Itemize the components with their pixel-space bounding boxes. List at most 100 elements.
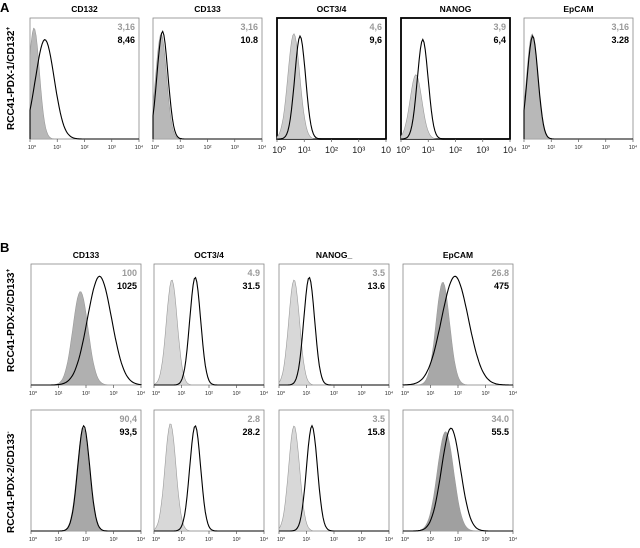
- x-tick-label: 10⁴: [503, 145, 517, 155]
- histogram-plot: EpCAM 3,16 3.28 10⁰ 10¹ 10² 10³ 10⁴: [522, 4, 638, 151]
- x-tick-label: 10⁰: [151, 144, 160, 151]
- x-tick-label: 10⁰: [28, 144, 37, 151]
- x-tick-label: 10⁴: [137, 536, 146, 543]
- control-mfi-label: 100: [122, 268, 137, 278]
- x-tick-label: 10²: [82, 391, 90, 397]
- x-tick-label: 10²: [454, 391, 462, 397]
- control-mfi-label: 4.9: [247, 268, 260, 278]
- x-tick-label: 10⁰: [152, 390, 161, 397]
- row-label-sup: -: [5, 431, 12, 433]
- x-tick-label: 10⁴: [629, 144, 638, 151]
- stain-histogram: [154, 424, 264, 532]
- stain-histogram: [31, 424, 141, 532]
- row-label-pdx1-cd132: RCC41-PDX-1/CD132+: [5, 27, 17, 130]
- x-tick-label: 10¹: [427, 391, 435, 397]
- x-tick-label: 10²: [82, 537, 90, 543]
- histogram-plot: OCT3/4 4.9 31.5 10⁰ 10¹ 10² 10³ 10⁴: [152, 250, 269, 397]
- x-tick-label: 10²: [205, 537, 213, 543]
- panel-letter-b: B: [0, 240, 9, 255]
- x-tick-label: 10¹: [422, 145, 435, 155]
- control-mfi-label: 26.8: [491, 268, 509, 278]
- x-tick-label: 10³: [233, 537, 241, 543]
- histogram-plot: 34.0 55.5 10⁰ 10¹ 10² 10³ 10⁴: [401, 409, 518, 543]
- control-mfi-label: 3,16: [611, 22, 629, 32]
- stain-histogram: [402, 275, 513, 386]
- x-tick-label: 10¹: [303, 537, 311, 543]
- histogram-plot: CD133 100 1025 10⁰ 10¹ 10² 10³ 10⁴: [29, 250, 146, 397]
- x-tick-label: 10³: [358, 391, 366, 397]
- plot-title: CD133: [73, 250, 100, 260]
- x-tick-label: 10¹: [55, 391, 63, 397]
- plots-group: CD132 3,16 8,46 10⁰ 10¹ 10² 10³ 10⁴ CD133 3,16 10.…: [28, 4, 638, 543]
- histogram-plot: OCT3/4 4,6 9,6 10⁰ 10¹ 10² 10³ 10: [272, 4, 391, 155]
- x-tick-label: 10¹: [53, 145, 61, 151]
- x-tick-label: 10⁰: [396, 145, 410, 155]
- x-tick-label: 10⁰: [29, 536, 38, 543]
- stain-mfi-label: 3.28: [611, 35, 629, 45]
- x-tick-label: 10¹: [55, 537, 63, 543]
- plot-title: NANOG_: [316, 250, 353, 260]
- stain-histogram: [31, 275, 142, 386]
- control-mfi-label: 3,16: [117, 22, 135, 32]
- x-tick-label: 10³: [476, 145, 489, 155]
- histogram-plot: CD133 3,16 10.8 10⁰ 10¹ 10² 10³ 10⁴: [151, 4, 267, 151]
- x-tick-label: 10¹: [427, 537, 435, 543]
- control-mfi-label: 3.5: [372, 414, 385, 424]
- x-tick-label: 10¹: [176, 145, 184, 151]
- control-mfi-label: 3.5: [372, 268, 385, 278]
- row-label-text: RCC41-PDX-2/CD133: [6, 433, 17, 533]
- x-tick-label: 10³: [352, 145, 365, 155]
- x-tick-label: 10¹: [298, 145, 311, 155]
- x-tick-label: 10⁰: [277, 536, 286, 543]
- stain-histogram: [154, 276, 264, 386]
- x-tick-label: 10¹: [547, 145, 555, 151]
- x-tick-label: 10⁴: [260, 536, 269, 543]
- x-tick-label: 10²: [325, 145, 338, 155]
- x-tick-label: 10⁴: [385, 390, 394, 397]
- histogram-plot: NANOG 3,9 6,4 10⁰ 10¹ 10² 10³ 10⁴: [396, 4, 517, 155]
- x-tick-label: 10³: [110, 391, 118, 397]
- histogram-plot: 2.8 28.2 10⁰ 10¹ 10² 10³ 10⁴: [152, 409, 269, 543]
- x-tick-label: 10¹: [178, 391, 186, 397]
- stain-histogram: [29, 39, 139, 140]
- x-tick-label: 10⁴: [137, 390, 146, 397]
- row-label-sup: +: [5, 27, 12, 31]
- control-mfi-label: 3,9: [493, 22, 506, 32]
- control-mfi-label: 90,4: [119, 414, 137, 424]
- plot-title: OCT3/4: [194, 250, 224, 260]
- x-tick-label: 10⁴: [258, 144, 267, 151]
- plot-title: NANOG: [440, 4, 472, 14]
- control-mfi-label: 34.0: [491, 414, 509, 424]
- x-tick-label: 10⁴: [509, 536, 518, 543]
- x-tick-label: 10³: [482, 391, 490, 397]
- plot-title: EpCAM: [563, 4, 593, 14]
- stain-mfi-label: 6,4: [493, 35, 506, 45]
- stain-mfi-label: 93,5: [119, 427, 137, 437]
- x-tick-label: 10⁴: [135, 144, 144, 151]
- stain-mfi-label: 475: [494, 281, 509, 291]
- control-histogram: [403, 282, 513, 386]
- stain-mfi-label: 31.5: [242, 281, 260, 291]
- stain-mfi-label: 15.8: [367, 427, 385, 437]
- row-label-text: RCC41-PDX-2/CD133: [6, 272, 17, 372]
- x-tick-label: 10¹: [178, 537, 186, 543]
- x-tick-label: 10²: [81, 145, 89, 151]
- x-tick-label: 10²: [454, 537, 462, 543]
- x-tick-label: 10⁰: [401, 390, 410, 397]
- x-tick-label: 10¹: [303, 391, 311, 397]
- histogram-plot: NANOG_ 3.5 13.6 10⁰ 10¹ 10² 10³ 10⁴: [277, 250, 394, 397]
- x-tick-label: 10³: [233, 391, 241, 397]
- control-mfi-label: 3,16: [240, 22, 258, 32]
- x-tick-label: 10³: [358, 537, 366, 543]
- x-tick-label: 10²: [449, 145, 462, 155]
- x-tick-label: 10²: [330, 391, 338, 397]
- plot-title: CD132: [71, 4, 98, 14]
- x-tick-label: 10⁰: [401, 536, 410, 543]
- plot-title: EpCAM: [443, 250, 473, 260]
- stain-mfi-label: 1025: [117, 281, 137, 291]
- x-tick-label: 10: [381, 145, 391, 155]
- x-tick-label: 10⁰: [29, 390, 38, 397]
- x-tick-label: 10²: [205, 391, 213, 397]
- row-label-text: RCC41-PDX-1/CD132: [6, 30, 17, 130]
